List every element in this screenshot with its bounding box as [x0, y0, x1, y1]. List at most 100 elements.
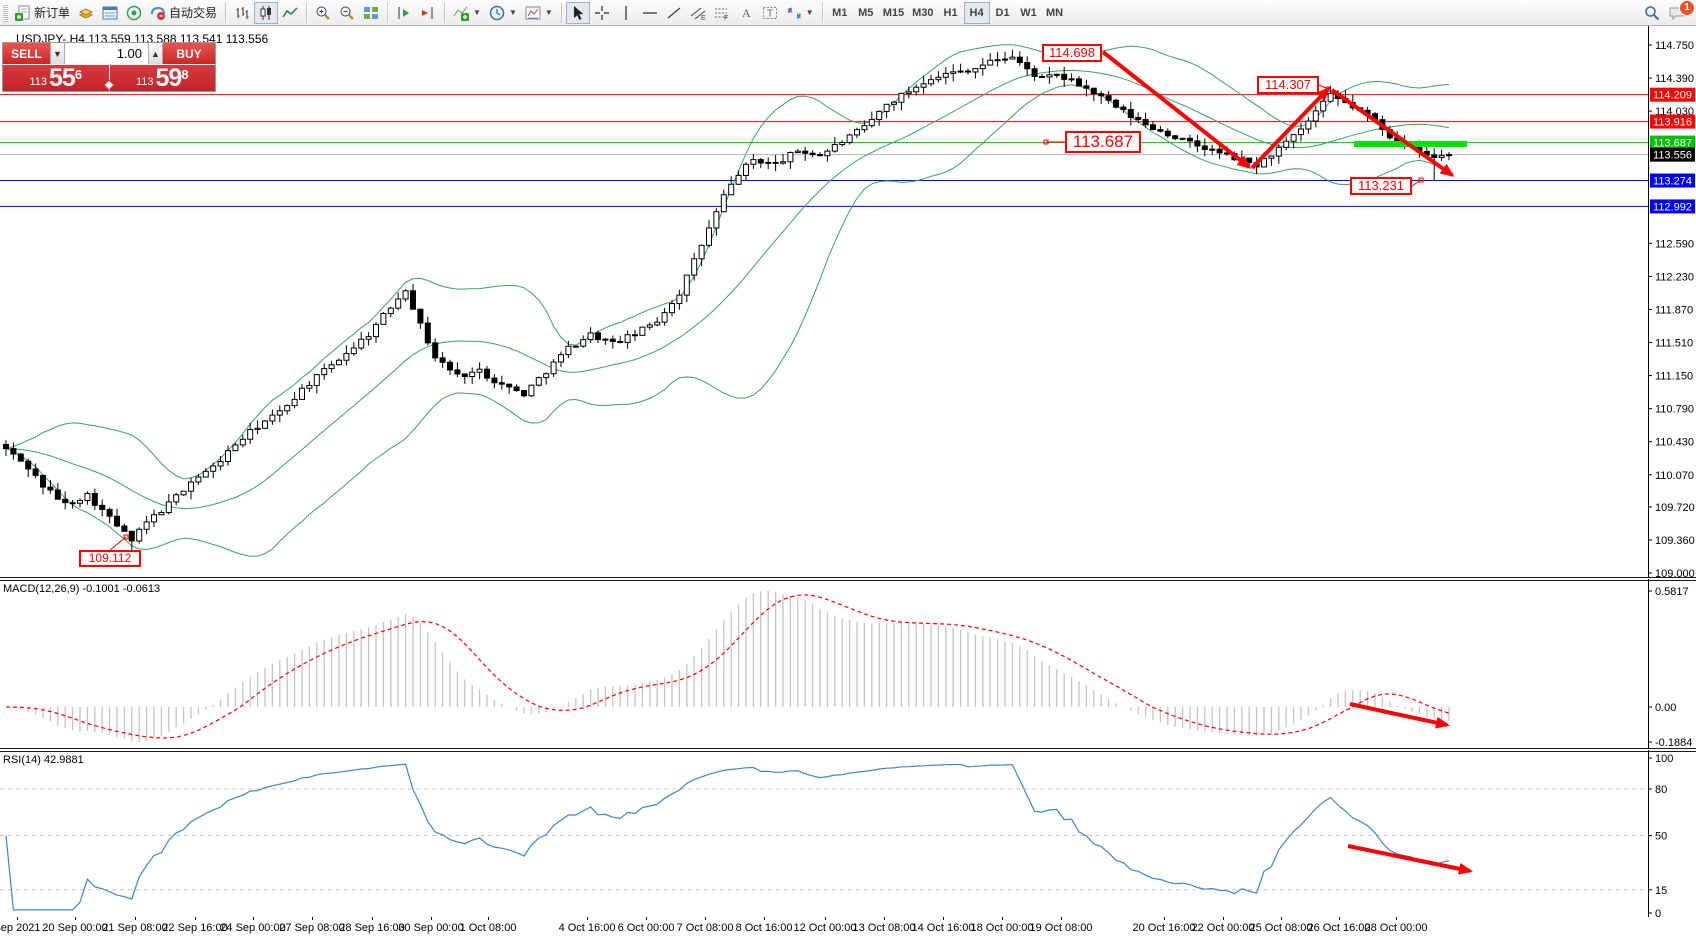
horizontal-line-icon: [642, 11, 657, 14]
price-tick-label: 111.870: [1655, 304, 1693, 316]
rsi-scale-label: 15: [1655, 885, 1667, 897]
timeframe-button-m1[interactable]: M1: [827, 2, 853, 24]
macd-pane[interactable]: 0.5817 0.00 -0.1884: [0, 579, 1696, 748]
timeframe-button-h1[interactable]: H1: [938, 2, 964, 24]
data-window-button[interactable]: [98, 2, 122, 24]
autoscroll-button[interactable]: [392, 2, 416, 24]
bullish-candle: [1312, 110, 1319, 122]
bar-chart-button[interactable]: [230, 2, 254, 24]
candle-chart-button[interactable]: [254, 1, 279, 24]
templates-button[interactable]: ▼: [521, 2, 557, 24]
price-chart-pane[interactable]: 114.750114.390114.030112.590112.230111.8…: [0, 26, 1696, 577]
bullish-candle: [891, 101, 897, 105]
pane-separator[interactable]: [0, 748, 1696, 752]
bullish-candle: [580, 339, 587, 347]
bearish-candle: [1120, 106, 1127, 111]
text-button[interactable]: A: [734, 2, 758, 24]
bullish-candle: [188, 481, 194, 492]
buy-button[interactable]: BUY: [163, 43, 215, 64]
volume-input[interactable]: [65, 43, 148, 64]
chat-button[interactable]: 1: [1664, 0, 1695, 24]
text-label-button[interactable]: T: [758, 2, 782, 24]
trend-arrow-object: [1330, 88, 1455, 177]
tile-windows-button[interactable]: [359, 2, 383, 24]
bullish-candle: [743, 163, 749, 176]
bullish-candle: [84, 492, 91, 501]
timeframe-button-m5[interactable]: M5: [853, 2, 879, 24]
horizontal-line-button[interactable]: [638, 2, 662, 24]
buy-price-display[interactable]: 113 59 8: [109, 65, 215, 91]
notification-badge[interactable]: 1: [1679, 0, 1695, 16]
bearish-candle: [632, 334, 638, 337]
bearish-candle: [1164, 130, 1171, 137]
timeframe-button-h4[interactable]: H4: [963, 1, 990, 24]
time-axis-tick: [75, 917, 76, 920]
bearish-candle: [498, 382, 505, 385]
trendline-button[interactable]: [662, 2, 686, 24]
periods-button[interactable]: ▼: [485, 2, 521, 24]
rsi-scale-label: 80: [1655, 784, 1667, 796]
market-watch-button[interactable]: [74, 2, 98, 24]
line-chart-button[interactable]: [278, 2, 302, 24]
new-order-button[interactable]: 新订单: [11, 2, 74, 24]
vertical-line-button[interactable]: [614, 2, 638, 24]
bearish-candle: [965, 70, 971, 73]
arrows-icon: [787, 6, 802, 19]
bearish-candle: [521, 390, 527, 397]
pane-separator[interactable]: [0, 577, 1696, 581]
timeframe-button-w1[interactable]: W1: [1016, 2, 1042, 24]
sell-button[interactable]: SELL: [3, 43, 50, 64]
price-annotation-label[interactable]: 113.687: [1065, 131, 1141, 153]
rsi-pane[interactable]: 100 80 50 15 0: [0, 750, 1696, 917]
navigator-button[interactable]: [122, 2, 146, 24]
bullish-candle: [972, 68, 979, 73]
time-axis-tick: [135, 917, 136, 920]
indicators-icon: [453, 6, 470, 21]
bearish-candle: [817, 154, 823, 157]
toolbar-separator: [444, 2, 446, 23]
sell-price-display[interactable]: 113 55 6: [3, 65, 109, 91]
bearish-candle: [802, 150, 809, 154]
timeframe-button-d1[interactable]: D1: [990, 2, 1016, 24]
cursor-button[interactable]: [565, 1, 590, 24]
bearish-candle: [461, 373, 468, 378]
bullish-candle: [602, 338, 609, 341]
crosshair-button[interactable]: [590, 2, 614, 24]
zoom-in-button[interactable]: [311, 2, 335, 24]
price-tick-label: 110.430: [1655, 437, 1694, 449]
equidistant-channel-button[interactable]: E: [686, 2, 710, 24]
bullish-candle: [713, 211, 720, 229]
market-watch-icon: [78, 7, 94, 19]
time-axis-tick: [825, 917, 826, 920]
zoom-out-button[interactable]: [335, 2, 359, 24]
trend-arrow-object: [1349, 702, 1450, 729]
autotrade-button[interactable]: 自动交易: [146, 2, 221, 24]
timeframe-button-m15[interactable]: M15: [879, 2, 908, 24]
bearish-candle: [32, 468, 39, 476]
indicators-button[interactable]: ▼: [449, 2, 485, 24]
time-axis-label: 20 Oct 16:00: [1132, 922, 1196, 934]
price-annotation-label[interactable]: 114.698: [1042, 44, 1102, 62]
bullish-candle: [239, 438, 246, 446]
toolbar-grip[interactable]: [3, 3, 8, 22]
timeframe-button-mn[interactable]: MN: [1042, 2, 1068, 24]
arrows-button[interactable]: ▼: [782, 2, 818, 24]
time-axis-label: 27 Sep 08:00: [279, 922, 345, 934]
search-button[interactable]: [1640, 2, 1664, 24]
fibonacci-button[interactable]: F: [710, 2, 734, 24]
price-annotation-label[interactable]: 109.112: [79, 550, 141, 567]
volume-decrease-button[interactable]: ▼: [50, 43, 65, 64]
timeframe-button-m30[interactable]: M30: [908, 2, 937, 24]
volume-increase-button[interactable]: ▲: [148, 43, 163, 64]
chart-area[interactable]: 114.750 114.390 114.030 112.590 112.230 111.8…: [0, 26, 1696, 939]
price-annotation-label[interactable]: 113.231: [1350, 177, 1412, 195]
chart-shift-button[interactable]: [416, 2, 440, 24]
price-tick-label: 114.750: [1655, 40, 1694, 52]
dropdown-caret-icon: ▼: [473, 8, 481, 17]
bullish-candle: [987, 59, 994, 66]
chart-shift-icon: [422, 6, 433, 19]
bollinger-band-line: [5, 44, 1450, 480]
price-annotation-label[interactable]: 114.307: [1257, 76, 1319, 94]
